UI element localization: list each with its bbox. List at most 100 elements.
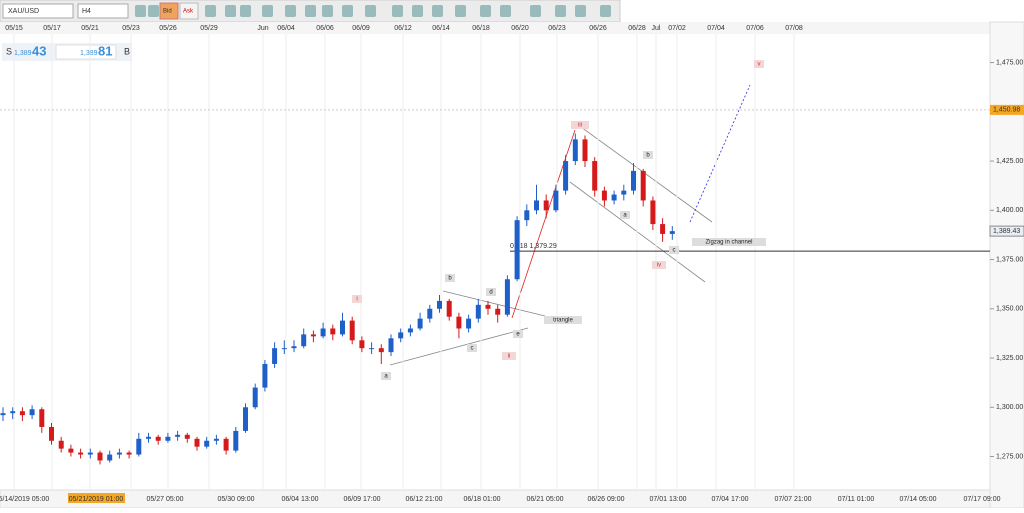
- toolbar-icon[interactable]: [600, 5, 611, 17]
- annotation-box[interactable]: [571, 121, 589, 129]
- candle-body: [437, 300, 442, 309]
- annotation-box[interactable]: [502, 352, 516, 360]
- toolbar-icon[interactable]: [285, 5, 296, 17]
- time-label: 07/14 05:00: [900, 496, 937, 503]
- annotation-box[interactable]: [486, 288, 496, 296]
- candle-body: [330, 328, 336, 335]
- candle-body: [0, 413, 6, 416]
- top-date-label: 06/20: [511, 25, 529, 32]
- toolbar-icon[interactable]: [432, 5, 443, 17]
- top-date-label: 06/09: [352, 25, 370, 32]
- toolbar-icon[interactable]: [262, 5, 273, 17]
- toolbar-icon[interactable]: [530, 5, 541, 17]
- candle-body: [650, 200, 656, 225]
- annotation: c: [471, 346, 474, 352]
- candle-body: [466, 318, 472, 329]
- annotation-box[interactable]: [513, 330, 523, 338]
- toolbar-icon[interactable]: [555, 5, 566, 17]
- annotation-box[interactable]: [652, 261, 666, 269]
- candle-body: [19, 411, 25, 416]
- timeframe-select[interactable]: [77, 3, 129, 19]
- candle-body: [184, 434, 190, 439]
- top-date-label: 05/21: [81, 25, 99, 32]
- buy-price: 1,389: [80, 50, 98, 57]
- annotation: ii: [508, 354, 511, 360]
- annotation-box[interactable]: [692, 238, 766, 246]
- annotation-box[interactable]: [643, 151, 653, 159]
- candle-body: [29, 409, 35, 416]
- price-label: 1,325.00: [996, 355, 1023, 362]
- candle-body: [204, 440, 210, 447]
- top-date-axis: [0, 22, 990, 34]
- time-label: 06/12 21:00: [406, 496, 443, 503]
- price-label: 1,350.00: [996, 306, 1023, 313]
- candle-body: [320, 328, 326, 337]
- fib-label: 0.618 1,379.29: [510, 243, 557, 250]
- toolbar-icon[interactable]: [240, 5, 251, 17]
- candle-body: [514, 220, 520, 280]
- buy-box[interactable]: [55, 44, 117, 60]
- annotation-box[interactable]: [445, 274, 455, 282]
- toolbar-icon[interactable]: [412, 5, 423, 17]
- annotation: c: [673, 248, 676, 254]
- bid-button[interactable]: [159, 2, 179, 20]
- toolbar-icon[interactable]: [135, 5, 146, 17]
- toolbar-icon[interactable]: [365, 5, 376, 17]
- annotation-box[interactable]: [669, 246, 679, 254]
- time-label: 07/01 13:00: [650, 496, 687, 503]
- toolbar-icon[interactable]: [305, 5, 316, 17]
- annotation-box[interactable]: [381, 372, 391, 380]
- toolbar-icon[interactable]: [225, 5, 236, 17]
- toolbar-icon[interactable]: [148, 5, 159, 17]
- candle-body: [87, 452, 93, 455]
- time-label: 06/18 01:00: [464, 496, 501, 503]
- toolbar-icon[interactable]: [392, 5, 403, 17]
- candle-body: [175, 434, 181, 437]
- annotation: Zigzag in channel: [705, 240, 752, 246]
- candle-body: [553, 190, 559, 211]
- annotation: triangle: [553, 318, 573, 324]
- candle-body: [97, 452, 103, 461]
- annotation: e: [516, 332, 520, 338]
- time-label: 06/21 05:00: [527, 496, 564, 503]
- candle-body: [572, 139, 578, 162]
- top-date-label: 07/08: [785, 25, 803, 32]
- candle-body: [485, 304, 491, 309]
- toolbar-icon[interactable]: [500, 5, 511, 17]
- candle-body: [495, 308, 501, 315]
- annotation-box[interactable]: [467, 344, 477, 352]
- candle-body: [621, 190, 627, 195]
- ask-label: Ask: [183, 9, 194, 15]
- candle-body: [563, 161, 569, 191]
- annotation: d: [489, 290, 492, 296]
- annotation-box[interactable]: [544, 316, 582, 324]
- toolbar-icon[interactable]: [480, 5, 491, 17]
- candle-body: [543, 200, 549, 211]
- annotation-box[interactable]: [754, 60, 764, 68]
- symbol-select[interactable]: [2, 3, 74, 19]
- annotation: a: [384, 374, 388, 380]
- candle-body: [58, 440, 64, 449]
- toolbar-icon[interactable]: [342, 5, 353, 17]
- candle-body: [155, 436, 161, 441]
- top-date-label: 07/06: [746, 25, 764, 32]
- price-label: 1,425.00: [996, 158, 1023, 165]
- annotation-box[interactable]: [620, 211, 630, 219]
- toolbar-icon[interactable]: [205, 5, 216, 17]
- annotation-box[interactable]: [352, 295, 362, 303]
- toolbar-icon[interactable]: [575, 5, 586, 17]
- candle-body: [301, 334, 307, 347]
- time-label: 07/04 17:00: [712, 496, 749, 503]
- candle-body: [446, 300, 452, 317]
- high-marker: [990, 104, 1024, 115]
- ask-button[interactable]: [179, 2, 199, 20]
- candle-body: [272, 348, 278, 364]
- buy-pips: 81: [98, 43, 112, 58]
- toolbar-icon[interactable]: [455, 5, 466, 17]
- candle-body: [78, 452, 84, 455]
- top-date-label: Jun: [257, 25, 268, 32]
- price-label: 1,300.00: [996, 404, 1023, 411]
- toolbar-icon[interactable]: [322, 5, 333, 17]
